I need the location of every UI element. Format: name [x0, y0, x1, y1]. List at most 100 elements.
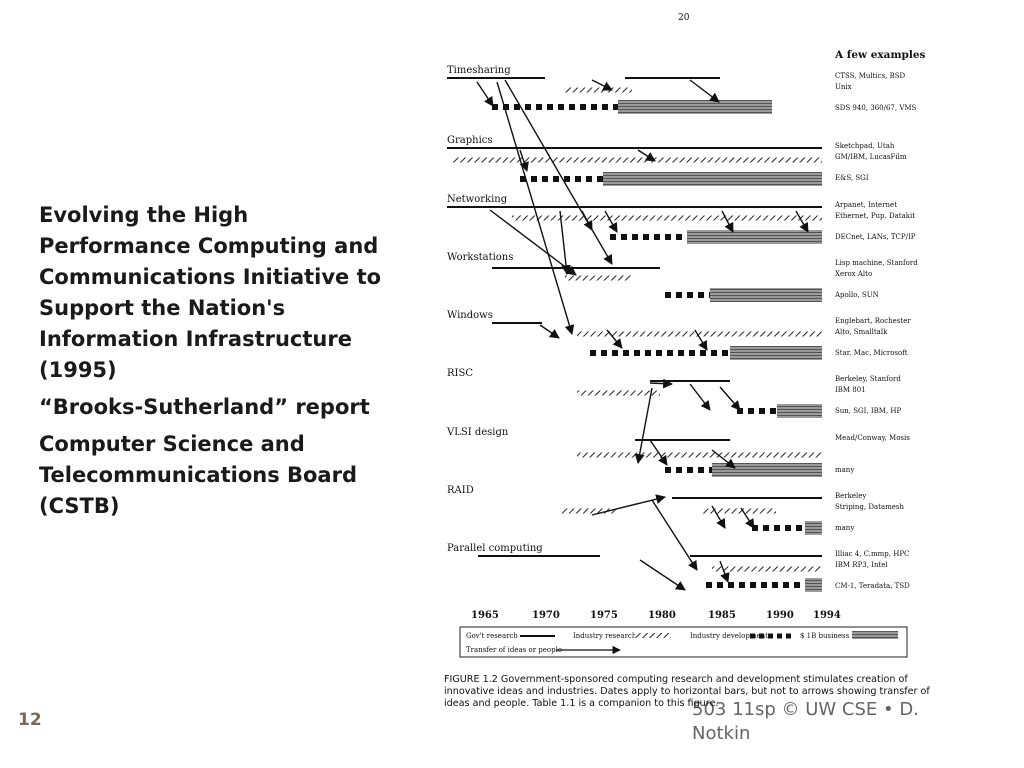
- research-area-rows: Timesharing CTSS, Multics, BSD Unix SDS 940…: [446, 65, 918, 592]
- example-text: Sketchpad, Utah: [835, 142, 895, 150]
- area-label: RAID: [447, 485, 474, 496]
- example-text: SDS 940, 360/67, VMS: [835, 104, 917, 112]
- slide-number: 12: [18, 710, 42, 730]
- year-tick-label: 1985: [708, 610, 736, 621]
- industry-research-bar: [452, 157, 822, 163]
- example-text: Ethernet, Pup, Datakit: [835, 212, 915, 220]
- transfer-arrow: [604, 210, 618, 233]
- transfer-arrow: [634, 387, 653, 464]
- legend-business-swatch: [852, 631, 898, 639]
- bullet-report-nickname: “Brooks-Sutherland” report: [39, 395, 370, 419]
- industry-research-bar: [565, 87, 632, 93]
- business-bar: [777, 404, 822, 418]
- transfer-arrow: [694, 329, 708, 351]
- year-tick-label: 1970: [532, 610, 560, 621]
- transfer-arrow: [476, 81, 494, 107]
- area-label: Timesharing: [447, 65, 511, 76]
- transfer-arrow: [581, 210, 593, 231]
- legend-govt-label: Gov't research: [466, 632, 518, 640]
- area-label: Graphics: [447, 135, 493, 146]
- area-label: RISC: [447, 368, 473, 379]
- figure-legend: Gov't research Industry research Industr…: [459, 626, 908, 658]
- example-text: Arpanet, Internet: [834, 201, 897, 209]
- industry-research-bar: [577, 390, 660, 396]
- transfer-arrow: [711, 449, 736, 469]
- example-text: Berkeley, Stanford: [835, 375, 901, 383]
- area-label: Windows: [447, 310, 493, 321]
- transfer-arrow: [719, 560, 730, 583]
- year-tick-label: 1965: [471, 610, 499, 621]
- example-text: Mead/Conway, Mosis: [835, 434, 910, 442]
- industry-research-bar: [577, 452, 822, 458]
- example-text: many: [835, 466, 854, 474]
- slide-text-block: Evolving the High Performance Computing …: [39, 200, 399, 528]
- legend-transfer-label: Transfer of ideas or people: [466, 646, 562, 654]
- example-text: IBM 801: [835, 386, 866, 394]
- transfer-arrow: [639, 559, 686, 591]
- transfer-arrow: [559, 210, 571, 275]
- example-text: DECnet, LANs, TCP/IP: [835, 233, 916, 241]
- industry-research-bar: [577, 331, 822, 337]
- example-text: CTSS, Multics, BSD: [835, 72, 906, 80]
- example-text: Striping, Datamesh: [835, 503, 904, 511]
- transfer-arrow: [649, 439, 668, 466]
- figure-page-number: 20: [678, 13, 690, 23]
- industry-research-bar: [702, 508, 776, 514]
- legend-industry-research-swatch: [635, 633, 671, 638]
- business-bar: [710, 288, 822, 302]
- example-text: Star, Mac, Microsoft: [835, 349, 908, 357]
- legend-industry-dev-label: Industry development: [690, 632, 768, 640]
- example-text: Englebart, Rochester: [835, 317, 911, 325]
- transfer-arrow: [637, 149, 656, 162]
- transfer-arrow: [689, 383, 711, 411]
- example-text: Apollo, SUN: [834, 291, 879, 299]
- transfer-arrow: [719, 386, 741, 411]
- transfer-arrow: [519, 149, 529, 172]
- example-text: CM-1, Teradata, TSD: [835, 582, 910, 590]
- area-label: VLSI design: [446, 427, 509, 438]
- legend-box: [459, 626, 908, 658]
- transfer-arrow: [496, 81, 575, 335]
- example-text: Lisp machine, Stanford: [835, 259, 918, 267]
- business-bar: [805, 578, 822, 592]
- year-tick-label: 1990: [766, 610, 794, 621]
- transfer-arrow: [689, 79, 720, 103]
- legend-industry-research-label: Industry research: [573, 632, 637, 640]
- business-bar: [603, 172, 822, 186]
- transfer-arrow: [740, 507, 755, 529]
- business-bar: [805, 521, 822, 535]
- industry-research-bar: [512, 215, 822, 221]
- example-text: Sun, SGI, IBM, HP: [835, 407, 901, 415]
- tire-tracks-figure: 20 A few examples Timesharing CTSS, Multi…: [444, 13, 930, 709]
- industry-research-bar: [712, 566, 822, 572]
- example-text: many: [835, 524, 854, 532]
- business-bar: [712, 463, 822, 477]
- transfer-arrow: [591, 79, 613, 91]
- business-bar: [730, 346, 822, 360]
- year-tick-label: 1975: [590, 610, 618, 621]
- business-bar: [687, 230, 822, 244]
- year-tick-label: 1994: [813, 610, 841, 621]
- legend-business-label: $ 1B business: [800, 632, 850, 640]
- bullet-report-title: Evolving the High Performance Computing …: [39, 203, 382, 382]
- year-axis: 1965 1970 1975 1980 1985 1990 1994: [471, 610, 841, 621]
- transfer-arrow: [606, 329, 623, 349]
- caption-line-1: FIGURE 1.2 Government-sponsored computin…: [444, 674, 908, 685]
- example-text: E&S, SGI: [835, 174, 869, 182]
- transfer-arrow: [651, 499, 698, 571]
- example-text: Xerox Alto: [835, 270, 872, 278]
- caption-line-3: ideas and people. Table 1.1 is a compani…: [444, 698, 718, 709]
- example-text: Unix: [835, 83, 852, 91]
- transfer-arrow: [721, 210, 734, 233]
- example-text: GM/IBM, LucasFilm: [835, 153, 907, 161]
- example-text: IBM RP3, Intel: [835, 561, 888, 569]
- transfer-arrows: [476, 79, 809, 591]
- area-label: Parallel computing: [447, 543, 543, 554]
- bullet-publisher: Computer Science and Telecommunications …: [39, 432, 357, 518]
- transfer-arrow: [539, 324, 560, 339]
- example-text: Berkeley: [835, 492, 866, 500]
- transfer-arrow: [504, 79, 613, 265]
- example-text: Illiac 4, C.mmp, HPC: [835, 550, 909, 558]
- transfer-arrow: [795, 210, 809, 233]
- transfer-arrow: [591, 494, 666, 516]
